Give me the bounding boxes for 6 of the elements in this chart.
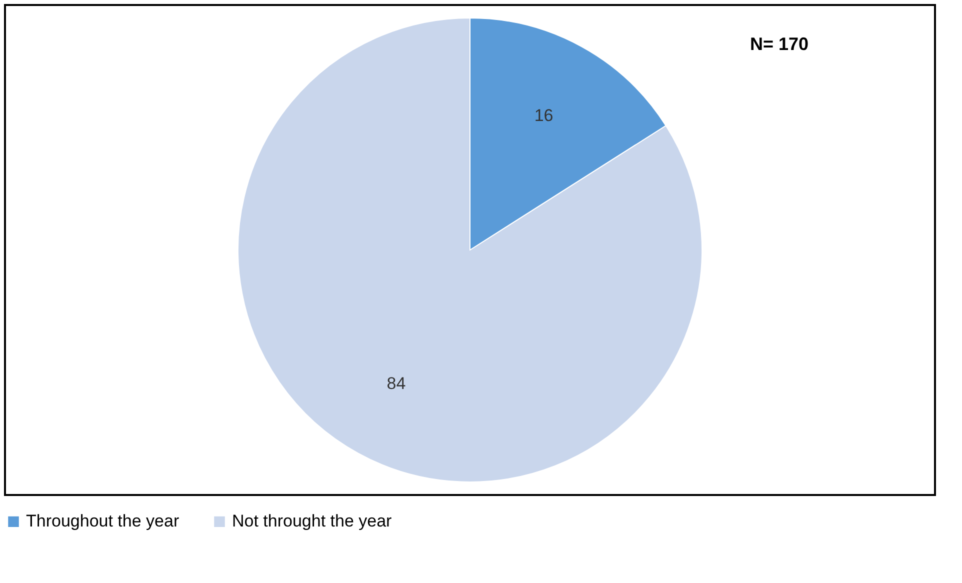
data-label: 16 <box>534 106 554 125</box>
legend-label: Not throught the year <box>232 512 392 531</box>
legend-label: Throughout the year <box>26 512 180 531</box>
text: N= 170 <box>750 34 809 54</box>
pie-slice <box>238 18 702 482</box>
data-label: 84 <box>386 374 406 394</box>
